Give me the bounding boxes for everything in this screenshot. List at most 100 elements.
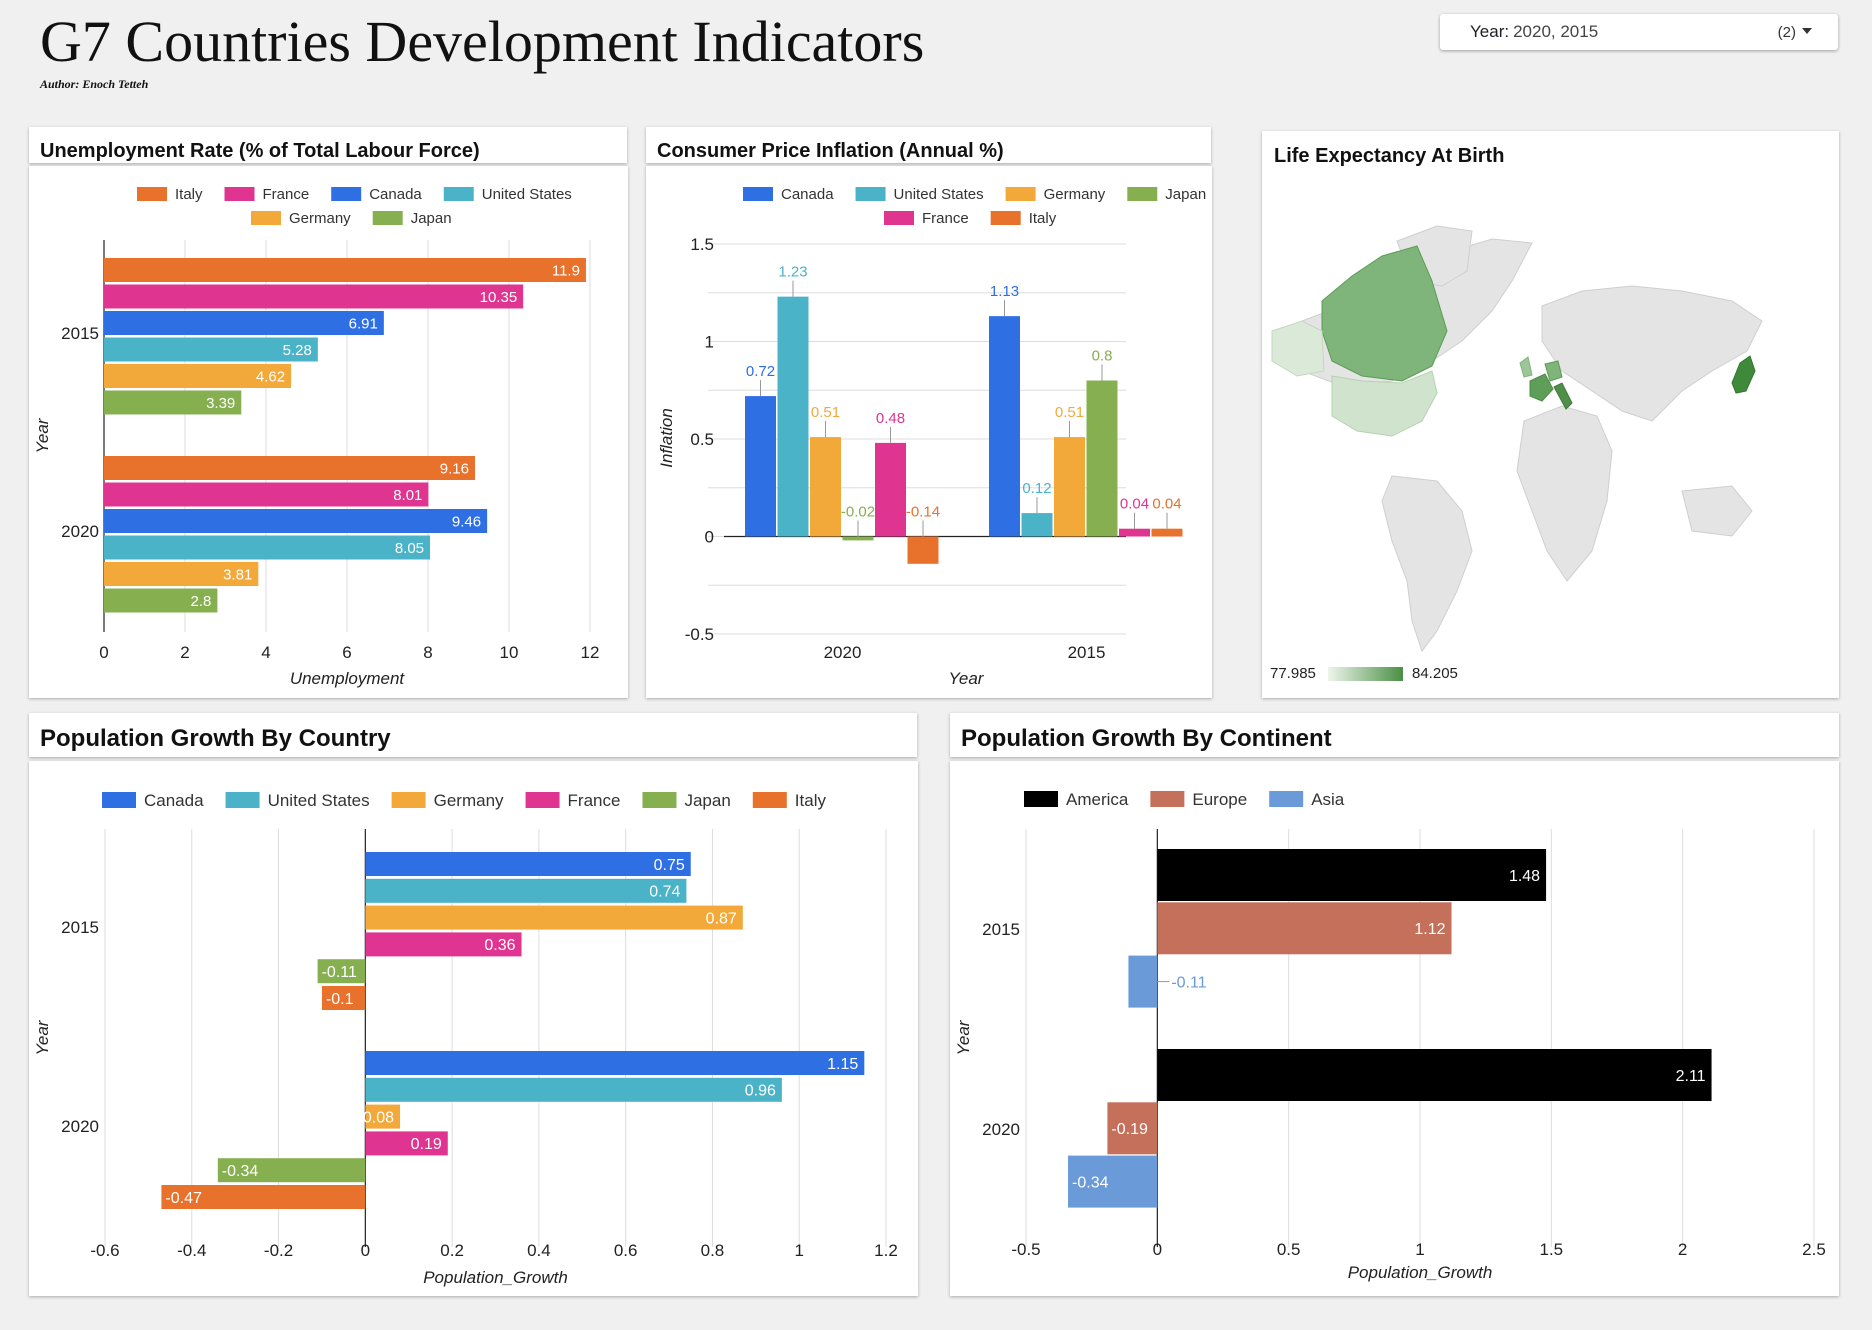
- bar-united-states-2015: [104, 337, 318, 362]
- x-axis-label: Year: [949, 669, 985, 688]
- x-tick-label: 0.8: [701, 1241, 725, 1260]
- x-tick-label: 4: [261, 643, 270, 662]
- bar-canada-2020: [365, 1051, 865, 1075]
- x-tick-label: 1: [794, 1241, 803, 1260]
- data-label: 0.51: [811, 404, 840, 421]
- data-label: -0.02: [841, 504, 875, 521]
- x-tick-label: 2: [1678, 1240, 1687, 1259]
- popcountry-title-card: [29, 713, 917, 757]
- legend-label-germany: Germany: [1044, 186, 1106, 203]
- legend-label-united-states: United States: [482, 186, 572, 203]
- x-tick-label: 12: [581, 643, 600, 662]
- data-label: -0.34: [222, 1163, 259, 1180]
- x-tick-label: 2: [180, 643, 189, 662]
- legend-swatch-canada: [102, 792, 136, 808]
- x-tick-label: 10: [500, 643, 519, 662]
- x-tick-label: -0.6: [90, 1241, 119, 1260]
- x-tick-label: 8: [423, 643, 432, 662]
- bar-united-states-2020: [777, 296, 809, 537]
- y-tick-label: 0.5: [690, 430, 714, 449]
- bar-germany-2020: [365, 1104, 401, 1129]
- chevron-down-icon[interactable]: [1802, 28, 1812, 34]
- year-filter-dropdown[interactable]: Year: 2020, 2015 (2): [1440, 14, 1838, 50]
- bar-france-2020: [104, 482, 429, 507]
- x-tick-label: 2020: [824, 643, 862, 662]
- data-label: 2.11: [1676, 1068, 1706, 1085]
- unemployment-title-card: [29, 127, 627, 163]
- legend-swatch-canada: [743, 187, 773, 201]
- legend-label-america: America: [1066, 790, 1129, 809]
- y-tick-label: 1.5: [690, 235, 714, 254]
- bar-europe-2020: [1107, 1102, 1158, 1155]
- data-label: 0.04: [1152, 496, 1181, 513]
- bar-united-states-2015: [1021, 513, 1053, 537]
- legend-swatch-united-states: [855, 187, 886, 201]
- data-label: 10.35: [480, 289, 518, 306]
- data-label: 0.72: [746, 363, 775, 380]
- legend-swatch-canada: [331, 187, 362, 201]
- data-label: 0.87: [706, 910, 737, 927]
- legend-swatch-germany: [251, 211, 281, 225]
- bar-canada-2015: [104, 311, 384, 335]
- inflation-title-card: [646, 127, 1211, 163]
- legend-label-europe: Europe: [1192, 790, 1247, 809]
- y-tick-label: 2020: [61, 522, 99, 541]
- x-tick-label: 2015: [1068, 643, 1106, 662]
- x-tick-label: -0.5: [1011, 1240, 1040, 1259]
- x-axis-label: Population_Growth: [423, 1268, 568, 1287]
- data-label: 0.96: [745, 1083, 776, 1100]
- data-label: 0.12: [1022, 480, 1051, 497]
- bar-japan-2020: [104, 588, 218, 613]
- bar-italy-2020: [104, 456, 475, 480]
- x-tick-label: 0: [99, 643, 108, 662]
- bar-germany-2020: [104, 562, 259, 586]
- scale-max-label: 84.205: [1412, 665, 1458, 682]
- life-expectancy-map[interactable]: 77.985 84.205: [1262, 131, 1839, 698]
- map-france: [1529, 373, 1554, 402]
- popcountry-chart: -0.6 -0.4 -0.2 0 0.2 0.4 0.6 0.8 1 1.2 2015 0.75 0.7…: [33, 791, 898, 1287]
- data-label: 0.48: [876, 410, 905, 427]
- map-italy: [1553, 382, 1573, 410]
- bar-germany-2020: [810, 437, 841, 537]
- data-label: 3.81: [223, 566, 252, 583]
- popcountry-chart-title: Population Growth By Country: [40, 725, 391, 752]
- data-label: 9.46: [452, 513, 481, 530]
- legend-swatch-italy: [990, 211, 1021, 225]
- data-label: 0.04: [1120, 496, 1149, 513]
- map-uk: [1519, 356, 1533, 378]
- y-tick-label: 2015: [61, 918, 99, 937]
- bar-japan-2020: [842, 536, 874, 541]
- x-tick-label: -0.2: [264, 1241, 293, 1260]
- data-label: 4.62: [256, 368, 285, 385]
- legend-swatch-america: [1024, 791, 1058, 807]
- data-label: 0.8: [1092, 348, 1113, 365]
- data-label: -0.47: [165, 1190, 202, 1207]
- x-tick-label: 0.5: [1277, 1240, 1301, 1259]
- legend-swatch-japan: [642, 792, 677, 808]
- x-axis-label: Unemployment: [290, 669, 406, 688]
- bar-canada-2015: [365, 852, 691, 876]
- legend-label-canada: Canada: [781, 186, 834, 203]
- map-canada: [1321, 245, 1448, 382]
- y-tick-label: 2020: [61, 1117, 99, 1136]
- x-tick-label: 0.2: [440, 1241, 464, 1260]
- legend-label-france: France: [568, 791, 621, 810]
- data-label: 0.36: [484, 937, 515, 954]
- bar-america-2015: [1157, 849, 1547, 901]
- bar-japan-2015: [1086, 380, 1118, 537]
- data-label: -0.19: [1111, 1121, 1148, 1138]
- map-africa: [1516, 405, 1613, 582]
- legend-label-canada: Canada: [369, 186, 422, 203]
- data-label: 2.8: [191, 593, 212, 610]
- x-tick-label: 1.2: [874, 1241, 898, 1260]
- inflation-chart: -0.500.511.50.721.230.51-0.020.48-0.1420…: [657, 186, 1206, 688]
- popcontinent-chart-card: -0.5 0 0.5 1 1.5 2 2.5 2015 1.48 1.12 -0.11 2020 2.1…: [950, 761, 1839, 1296]
- x-tick-label: 1: [1415, 1240, 1424, 1259]
- legend-swatch-italy: [137, 187, 167, 201]
- year-filter-value: 2020, 2015: [1513, 22, 1599, 41]
- data-label: 1.12: [1414, 921, 1445, 938]
- legend-swatch-germany: [1005, 187, 1036, 201]
- bar-italy-2020: [161, 1185, 366, 1209]
- bar-united-states-2020: [365, 1077, 782, 1102]
- inflation-chart-title: Consumer Price Inflation (Annual %): [657, 140, 1004, 162]
